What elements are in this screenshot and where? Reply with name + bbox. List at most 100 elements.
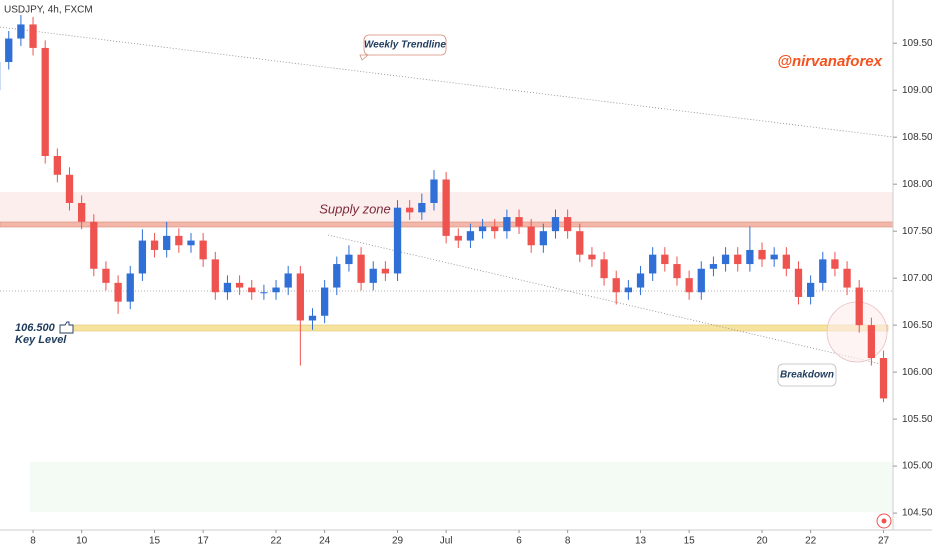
x-tick-label: 17 — [198, 536, 210, 547]
candle-body — [235, 282, 244, 288]
candle-body — [600, 259, 608, 279]
candle-body — [636, 273, 645, 288]
chart-title: USDJPY, 4h, FXCM — [4, 5, 93, 16]
candle-body — [649, 254, 657, 274]
candle-body — [248, 287, 256, 293]
candle-body — [430, 179, 438, 203]
candle-body — [782, 254, 790, 269]
candle-body — [296, 273, 304, 321]
candle-body — [393, 207, 402, 274]
candle-body — [369, 268, 377, 283]
candle-body — [843, 268, 851, 288]
candle-body — [260, 292, 268, 294]
candle-body — [758, 249, 766, 260]
candle-body — [345, 254, 353, 265]
candle-body — [576, 231, 584, 255]
key-level-zone — [69, 324, 889, 332]
candle-body — [114, 282, 122, 302]
x-tick-label: 8 — [565, 536, 571, 547]
candle-body — [150, 240, 159, 250]
candle-body — [503, 217, 511, 232]
candle-body — [770, 254, 778, 260]
candle-body — [685, 278, 693, 293]
candle-body — [539, 231, 547, 246]
candle-body — [746, 249, 754, 265]
x-tick-label: 15 — [684, 536, 696, 547]
candle-body — [806, 282, 815, 297]
lower-trendline — [327, 234, 886, 366]
x-tick-label: 22 — [270, 536, 282, 547]
candle-body — [831, 259, 839, 269]
x-tick-label: 29 — [392, 536, 404, 547]
breakdown-label: Breakdown — [780, 370, 834, 381]
candle-body — [697, 268, 705, 293]
candle-body — [138, 240, 147, 274]
candle-body — [333, 264, 341, 288]
candle-body — [515, 217, 523, 227]
candle-body — [794, 268, 803, 297]
y-tick-label: 106.500 — [902, 320, 932, 331]
x-tick-label: 13 — [635, 536, 647, 547]
y-tick-label: 109.000 — [902, 85, 932, 96]
candle-body — [624, 287, 633, 293]
supply-zone-label: Supply zone — [319, 201, 391, 216]
breakdown-box — [777, 363, 837, 387]
alert-dot — [881, 518, 887, 524]
candle-body — [5, 38, 13, 63]
callout-box — [363, 34, 447, 56]
y-tick-label: 108.000 — [902, 179, 932, 190]
x-tick-label: 10 — [76, 536, 88, 547]
candle-body — [879, 358, 888, 399]
candle-body — [199, 240, 207, 260]
candle-body — [442, 179, 450, 236]
candle-body — [175, 235, 183, 246]
candle-body — [357, 254, 365, 283]
candles — [0, 15, 888, 403]
candle-body — [65, 174, 74, 203]
trendline-label: Weekly Trendline — [364, 40, 446, 51]
candle-body — [478, 226, 487, 232]
candle-body — [563, 217, 572, 232]
hand-icon — [59, 321, 74, 334]
y-tick-label: 107.500 — [902, 226, 932, 237]
candle-body — [284, 273, 292, 288]
demand-zone — [30, 462, 893, 512]
candle-body — [418, 202, 426, 213]
candle-body — [90, 221, 98, 269]
candle-body — [709, 264, 718, 269]
candle-body — [661, 254, 669, 265]
candle-body — [211, 259, 219, 293]
candle-body — [721, 254, 730, 265]
candle-body — [867, 325, 876, 359]
x-tick-label: Jul — [440, 536, 453, 547]
candle-body — [187, 240, 195, 246]
candle-body — [53, 155, 61, 175]
y-tick-label: 106.000 — [902, 367, 932, 378]
candle-body — [163, 235, 171, 250]
candle-body — [466, 231, 475, 241]
key-level-price: 106.500 — [15, 322, 56, 334]
candle-body — [102, 268, 110, 283]
candle-body — [673, 264, 681, 279]
candle-body — [551, 217, 560, 232]
x-tick-label: 27 — [878, 536, 890, 547]
candle-body — [588, 254, 596, 260]
x-tick-label: 20 — [756, 536, 768, 547]
candle-body — [272, 287, 280, 293]
candle-body — [855, 287, 863, 326]
x-tick-label: 22 — [805, 536, 817, 547]
candle-body — [17, 24, 25, 39]
y-tick-label: 108.500 — [902, 132, 932, 143]
candle-body — [308, 315, 317, 321]
x-tick-label: 6 — [516, 536, 522, 547]
x-tick-label: 8 — [30, 536, 36, 547]
candle-body — [41, 47, 49, 156]
y-tick-label: 105.000 — [902, 461, 932, 472]
x-tick-label: 15 — [149, 536, 161, 547]
y-tick-label: 109.500 — [902, 38, 932, 49]
candle-body — [126, 273, 134, 302]
callout-pointer — [359, 54, 370, 61]
y-tick-label: 105.500 — [902, 414, 932, 425]
candle-body — [29, 24, 37, 48]
